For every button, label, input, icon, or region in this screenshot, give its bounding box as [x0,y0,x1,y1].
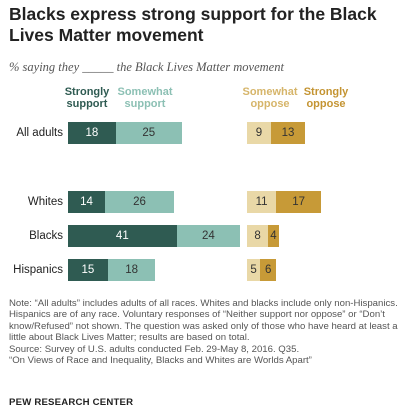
bar-strongly-oppose: 4 [268,225,279,247]
bar-somewhat-support: 24 [176,225,241,247]
bar-somewhat-oppose: 11 [247,191,277,213]
legend-strongly-oppose: Strongly oppose [303,86,349,110]
bar-somewhat-support: 25 [115,122,182,144]
bar-somewhat-support: 26 [105,191,174,213]
legend-somewhat-oppose: Somewhat oppose [242,86,298,110]
note-line: Note: “All adults” includes adults of al… [9,298,398,309]
chart-notes: Note: “All adults” includes adults of al… [9,298,414,366]
note-line: little about Black Lives Matter; results… [9,332,250,344]
bar-somewhat-oppose: 8 [247,225,269,247]
bar-somewhat-oppose: 5 [247,259,261,281]
bar-strongly-support: 41 [68,225,177,247]
bar-strongly-oppose: 13 [270,122,306,144]
note-line: “On Views of Race and Inequality, Blacks… [9,355,312,367]
legend-somewhat-support: Somewhat support [117,86,173,110]
bar-strongly-support: 14 [68,191,106,213]
bar-strongly-support: 15 [68,259,108,281]
row-label: Whites [27,196,63,208]
brand-footer: PEW RESEARCH CENTER [9,397,134,408]
chart-title: Blacks express strong support for the Bl… [9,4,377,45]
note-line: know/Refused” not shown. The question wa… [9,320,398,332]
note-line: Hispanics are of any race. Voluntary res… [9,309,385,321]
bar-strongly-oppose: 6 [260,259,277,281]
bar-somewhat-support: 18 [107,259,156,281]
row-label: Hispanics [13,264,63,276]
row-label: All adults [16,127,63,139]
bar-somewhat-oppose: 9 [247,122,271,144]
bar-strongly-support: 18 [68,122,116,144]
chart-subtitle: % saying they _____ the Black Lives Matt… [9,60,284,74]
note-line: Source: Survey of U.S. adults conducted … [9,343,300,355]
row-label: Blacks [29,230,63,242]
legend-strongly-support: Strongly support [64,86,110,110]
bar-strongly-oppose: 17 [276,191,322,213]
